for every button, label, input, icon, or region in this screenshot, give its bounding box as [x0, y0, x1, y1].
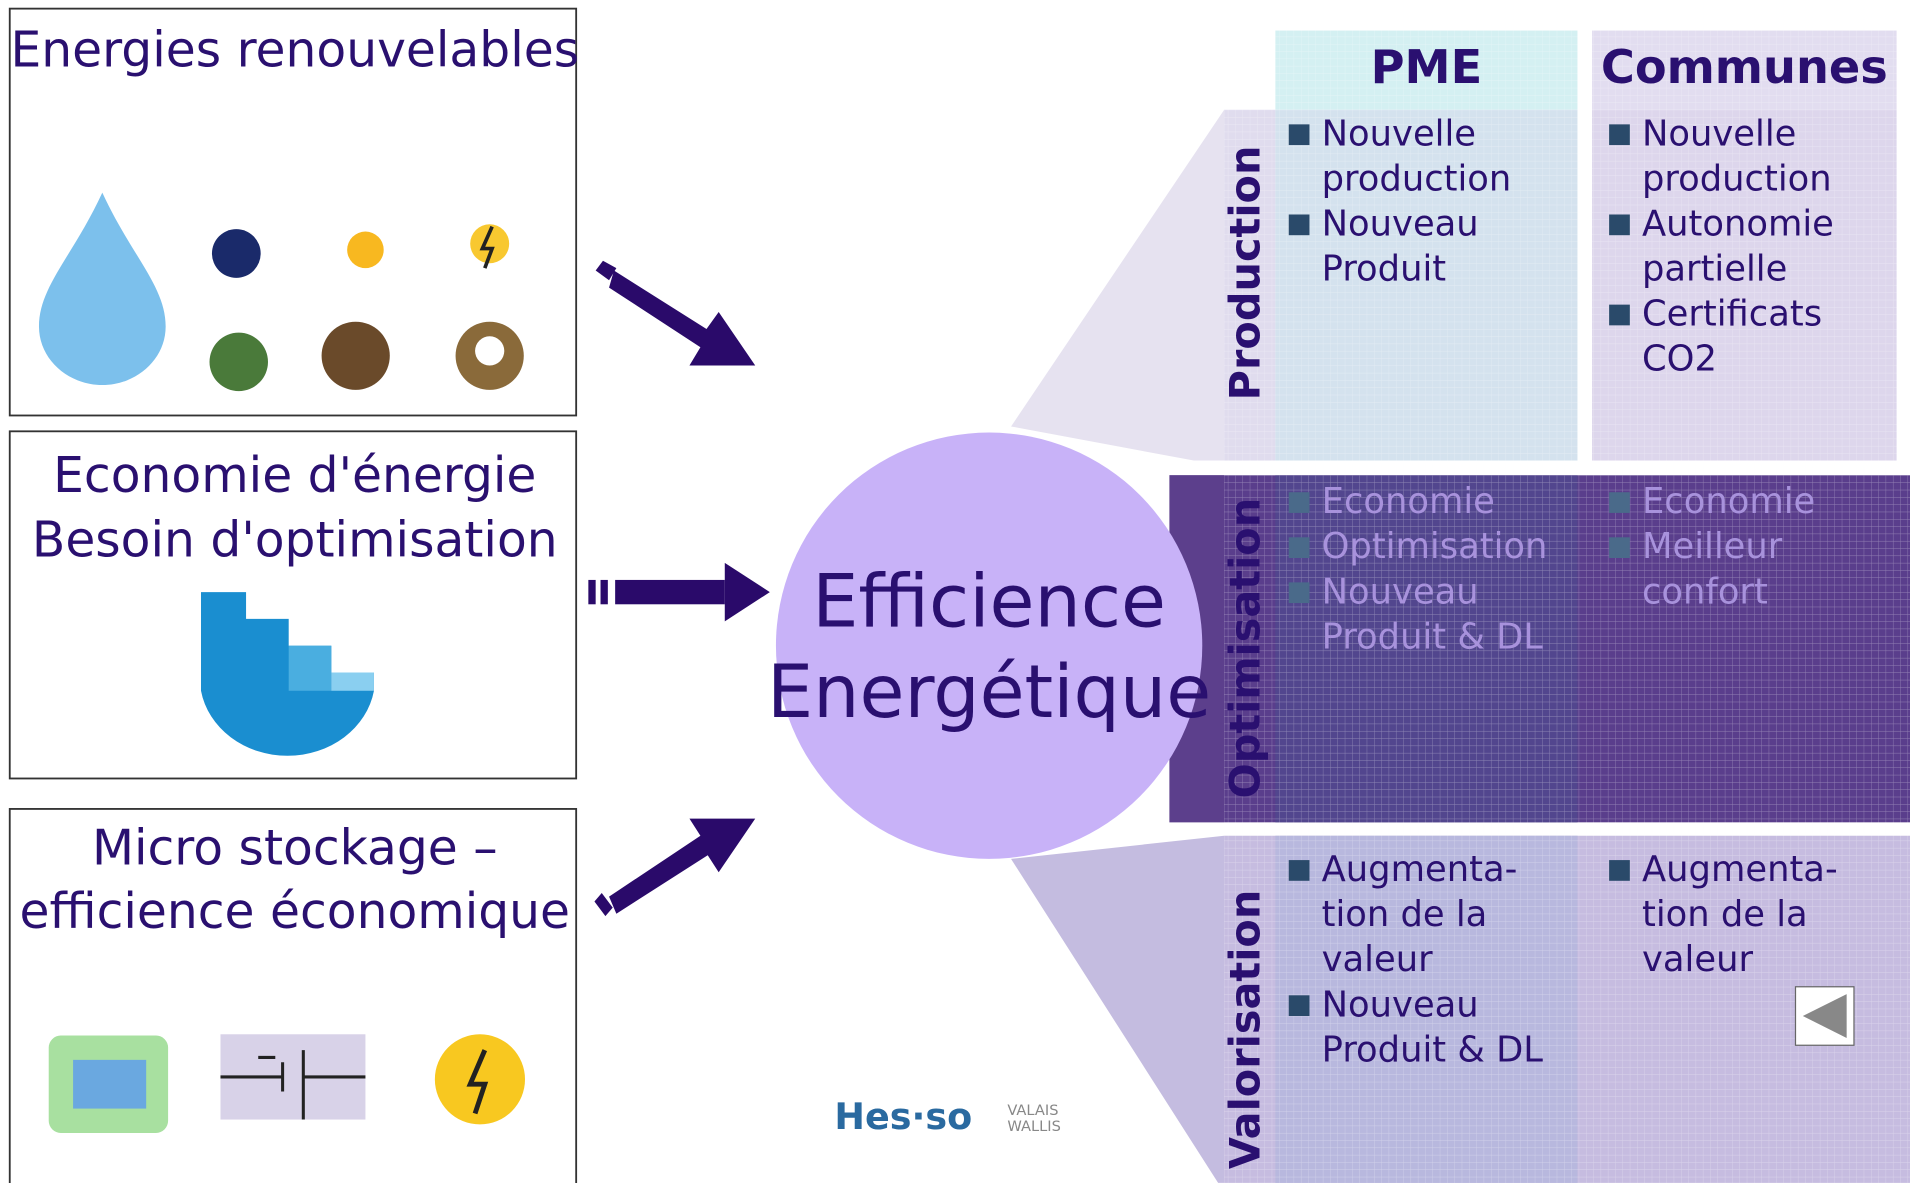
logo-region: VALAIS — [1007, 1102, 1058, 1119]
fan-production — [1011, 110, 1224, 461]
geothermal-icon — [322, 322, 390, 390]
bullet-text: Meilleur — [1642, 526, 1783, 567]
tree — [475, 336, 504, 365]
sun-icon — [347, 232, 384, 269]
bullet-text: Optimisation — [1322, 526, 1548, 567]
logo-region: WALLIS — [1007, 1118, 1061, 1135]
arrow — [609, 819, 755, 914]
column-header: PME — [1371, 40, 1483, 94]
arrow — [609, 271, 755, 366]
bullet — [1609, 214, 1630, 235]
arrows — [588, 261, 769, 916]
bullet-text: confort — [1642, 571, 1768, 612]
bullet-text: production — [1322, 158, 1512, 199]
bullet-text: production — [1642, 158, 1832, 199]
row-label: Production — [1222, 146, 1270, 401]
diagram: Energies renouvelables Economie d'énergie… — [0, 0, 1910, 1183]
source-title: Micro stockage – — [92, 821, 498, 877]
bullet-text: CO2 — [1642, 339, 1717, 380]
wind-icon — [212, 229, 261, 278]
bullet — [1289, 995, 1310, 1016]
bullet-text: Autonomie — [1642, 203, 1834, 244]
arrow-tail — [588, 580, 595, 604]
source-title: Economie d'énergie — [53, 448, 536, 504]
bullet — [1289, 582, 1310, 603]
arrow-head — [725, 563, 770, 621]
bullet — [1609, 305, 1630, 326]
bullet-text: Produit & DL — [1322, 616, 1544, 657]
bullet — [1289, 214, 1310, 235]
bullet-text: Economie — [1642, 481, 1815, 522]
bullet — [1289, 860, 1310, 881]
row-label: Optimisation — [1222, 498, 1270, 799]
bullet-text: Economie — [1322, 481, 1495, 522]
bullet — [1609, 860, 1630, 881]
bullet-text: valeur — [1322, 939, 1433, 980]
step — [331, 673, 374, 691]
bullet — [1609, 492, 1630, 513]
bullet-text: Produit & DL — [1322, 1029, 1544, 1070]
bullet — [1289, 537, 1310, 558]
bullet — [1609, 124, 1630, 145]
bullet — [1289, 492, 1310, 513]
bullet — [1609, 537, 1630, 558]
bullet-text: Nouvelle — [1322, 113, 1476, 154]
arrow-tail — [601, 580, 608, 604]
column-header: Communes — [1601, 40, 1888, 94]
bullet-text: Certificats — [1642, 294, 1822, 335]
bullet-text: valeur — [1642, 939, 1753, 980]
dam — [73, 1060, 146, 1109]
bullet-text: partielle — [1642, 249, 1787, 290]
center-label: Energétique — [767, 650, 1211, 735]
bullet-text: Nouveau — [1322, 571, 1479, 612]
bullet — [1289, 124, 1310, 145]
step — [289, 646, 332, 691]
electricity-icon — [435, 1034, 525, 1124]
row-label: Valorisation — [1222, 890, 1270, 1169]
bullet-text: tion de la — [1642, 894, 1808, 935]
bullet-text: Augmenta- — [1322, 849, 1518, 890]
source-title: Energies renouvelables — [10, 23, 579, 79]
bullet-text: Nouveau — [1322, 984, 1479, 1025]
logo-brand: Hes·so — [834, 1095, 972, 1138]
bullet-text: Augmenta- — [1642, 849, 1838, 890]
bullet-text: Nouveau — [1322, 203, 1479, 244]
center-label: Efficience — [812, 560, 1166, 645]
bullet-text: Produit — [1322, 249, 1446, 290]
bullet-text: Nouvelle — [1642, 113, 1796, 154]
center-circle — [776, 433, 1202, 859]
biomass-icon — [210, 333, 268, 391]
source-title: Besoin d'optimisation — [32, 512, 558, 568]
bullet-text: tion de la — [1322, 894, 1488, 935]
source-title: efficience économique — [20, 884, 571, 940]
arrow — [615, 580, 725, 604]
